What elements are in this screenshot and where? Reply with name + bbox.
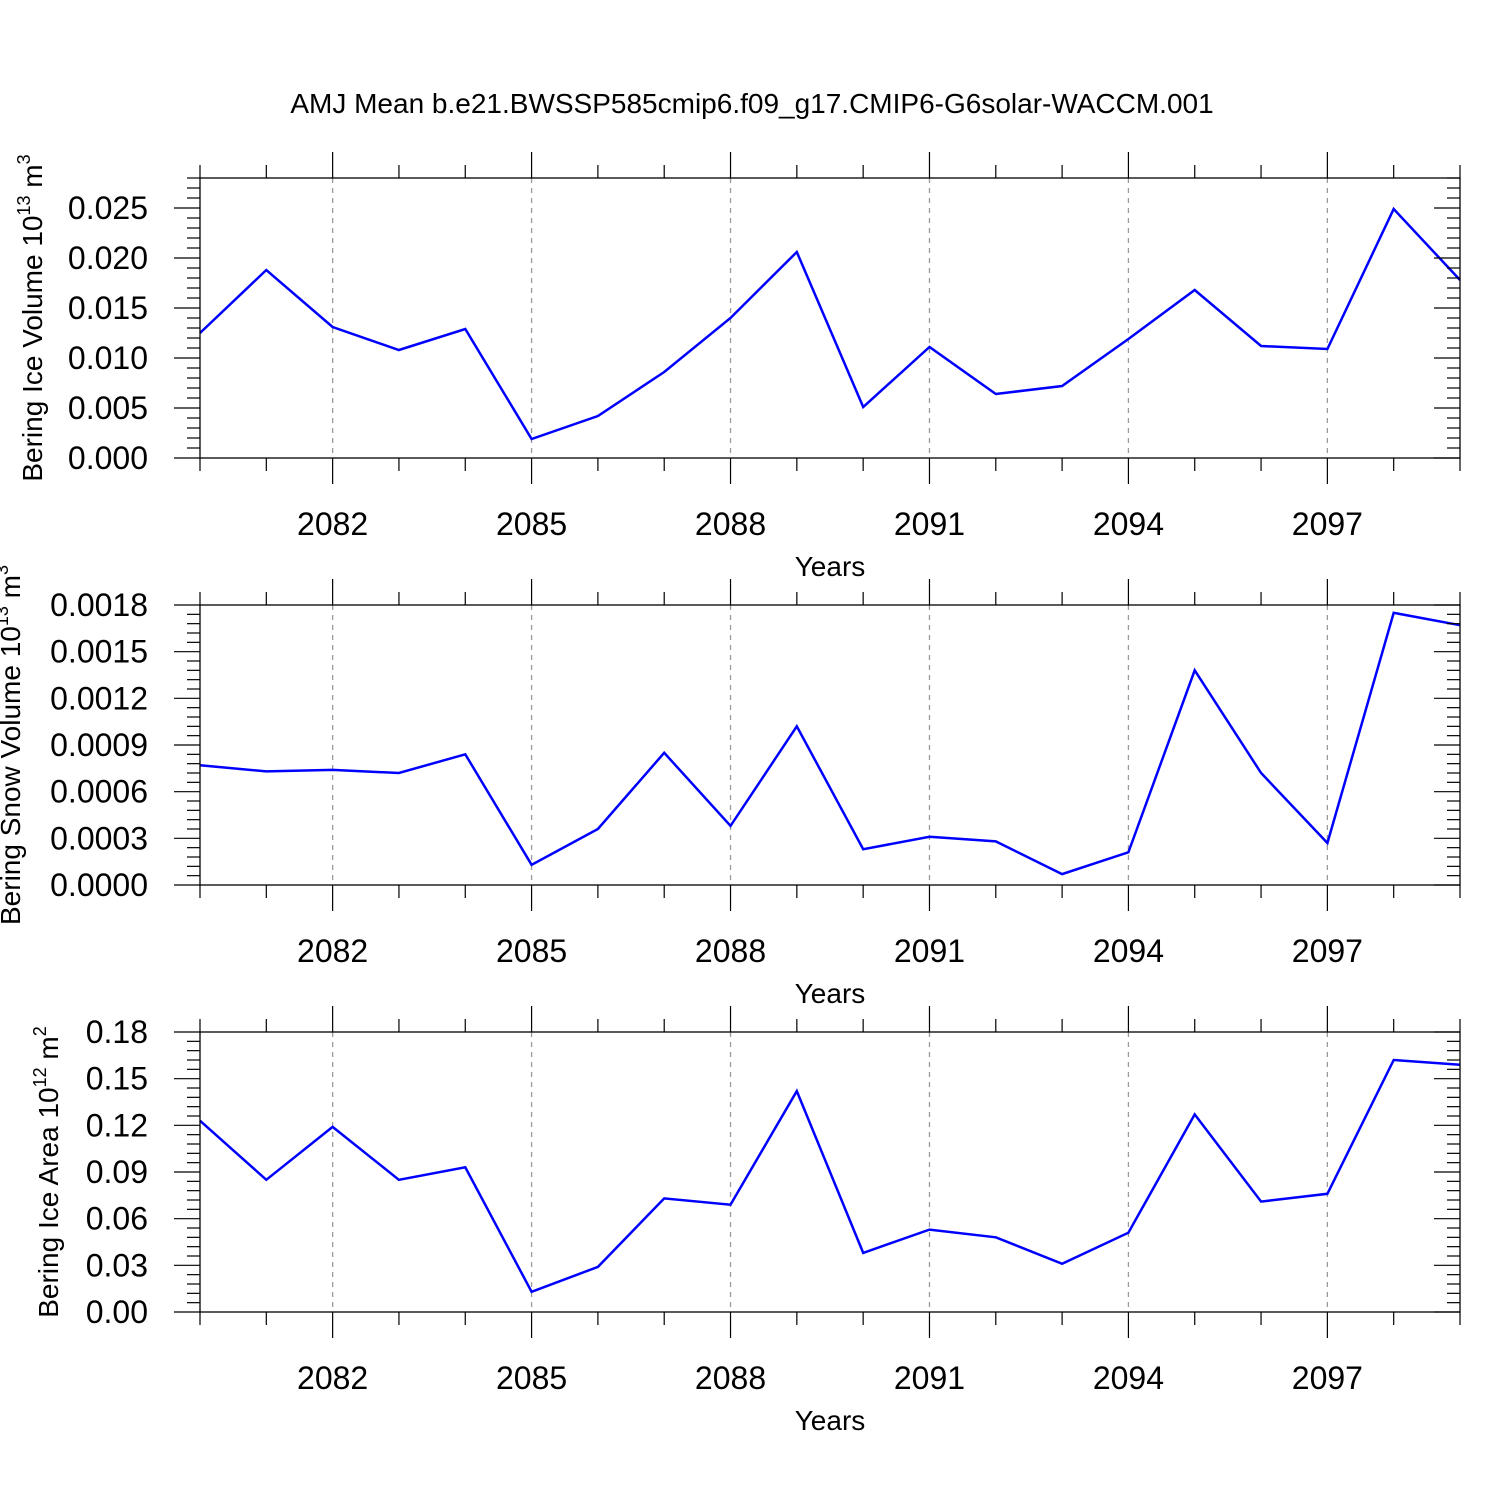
y-axis-label-exponent: 13 xyxy=(14,195,34,215)
x-tick-label: 2097 xyxy=(1292,506,1363,542)
series-line xyxy=(199,206,1461,441)
y-tick-label: 0.0006 xyxy=(50,774,148,810)
x-axis-label: Years xyxy=(795,551,866,582)
y-axis-label-unit: m xyxy=(33,1036,64,1067)
x-axis-label: Years xyxy=(795,978,866,1009)
y-axis-label-text: Bering Ice Volume 10 xyxy=(17,215,48,481)
y-tick-label: 0.06 xyxy=(86,1201,148,1237)
y-axis-label-text: Bering Ice Area 10 xyxy=(33,1087,64,1317)
series-line xyxy=(199,611,1461,876)
x-tick-label: 2082 xyxy=(297,506,368,542)
plot-frame xyxy=(199,177,1461,459)
x-tick-label: 2085 xyxy=(496,506,567,542)
x-tick-label: 2085 xyxy=(496,933,567,969)
y-tick-label: 0.12 xyxy=(86,1107,148,1143)
x-tick-label: 2091 xyxy=(894,506,965,542)
y-axis-label-unit: m xyxy=(0,575,26,606)
x-tick-label: 2088 xyxy=(695,933,766,969)
y-tick-label: 0.0012 xyxy=(50,680,148,716)
x-tick-label: 2082 xyxy=(297,933,368,969)
y-tick-label: 0.18 xyxy=(86,1014,148,1050)
y-tick-label: 0.0015 xyxy=(50,634,148,670)
y-axis-label-exponent: 13 xyxy=(0,606,12,626)
y-tick-label: 0.0003 xyxy=(50,820,148,856)
y-tick-label: 0.000 xyxy=(68,440,148,476)
plot-frame xyxy=(199,604,1461,886)
y-tick-label: 0.015 xyxy=(68,290,148,326)
x-tick-label: 2085 xyxy=(496,1360,567,1396)
x-tick-label: 2094 xyxy=(1093,933,1164,969)
y-axis-label-unit-exponent: 2 xyxy=(30,1026,50,1036)
x-tick-label: 2088 xyxy=(695,506,766,542)
y-tick-label: 0.0009 xyxy=(50,727,148,763)
x-tick-label: 2088 xyxy=(695,1360,766,1396)
y-tick-label: 0.010 xyxy=(68,340,148,376)
y-axis-label: Bering Snow Volume 1013 m3 xyxy=(0,565,26,925)
y-axis-label-unit: m xyxy=(17,164,48,195)
y-tick-label: 0.03 xyxy=(86,1247,148,1283)
x-tick-label: 2091 xyxy=(894,933,965,969)
y-axis-label-exponent: 12 xyxy=(30,1067,50,1087)
y-tick-label: 0.09 xyxy=(86,1154,148,1190)
y-axis-label-text: Bering Snow Volume 10 xyxy=(0,626,26,925)
y-tick-label: 0.0000 xyxy=(50,867,148,903)
panel-ice-volume: 0.000 0.005 0.010 0.015 0.020 0.025 2082 2085 20… xyxy=(14,152,1461,582)
x-tick-label: 2094 xyxy=(1093,1360,1164,1396)
x-tick-label: 2091 xyxy=(894,1360,965,1396)
x-axis-label: Years xyxy=(795,1405,866,1436)
y-tick-label: 0.15 xyxy=(86,1061,148,1097)
panel-snow-volume: 0.0000 0.0003 0.0006 0.0009 0.0012 0.0015 0.00… xyxy=(0,565,1461,1009)
x-tick-label: 2097 xyxy=(1292,933,1363,969)
x-tick-label: 2097 xyxy=(1292,1360,1363,1396)
y-axis-label: Bering Ice Area 1012 m2 xyxy=(30,1026,64,1318)
y-tick-label: 0.005 xyxy=(68,390,148,426)
y-tick-label: 0.0018 xyxy=(50,587,148,623)
x-tick-label: 2094 xyxy=(1093,506,1164,542)
panel-ice-area: 0.00 0.03 0.06 0.09 0.12 0.15 0.18 2082 2085 2088… xyxy=(30,1006,1461,1436)
y-axis-label: Bering Ice Volume 1013 m3 xyxy=(14,154,48,481)
y-axis-label-unit-exponent: 3 xyxy=(14,154,34,164)
y-tick-label: 0.020 xyxy=(68,240,148,276)
y-tick-label: 0.025 xyxy=(68,190,148,226)
series-line xyxy=(199,1058,1461,1294)
x-tick-label: 2082 xyxy=(297,1360,368,1396)
figure-title: AMJ Mean b.e21.BWSSP585cmip6.f09_g17.CMI… xyxy=(290,88,1213,119)
y-axis-label-unit-exponent: 3 xyxy=(0,565,12,575)
y-tick-label: 0.00 xyxy=(86,1294,148,1330)
